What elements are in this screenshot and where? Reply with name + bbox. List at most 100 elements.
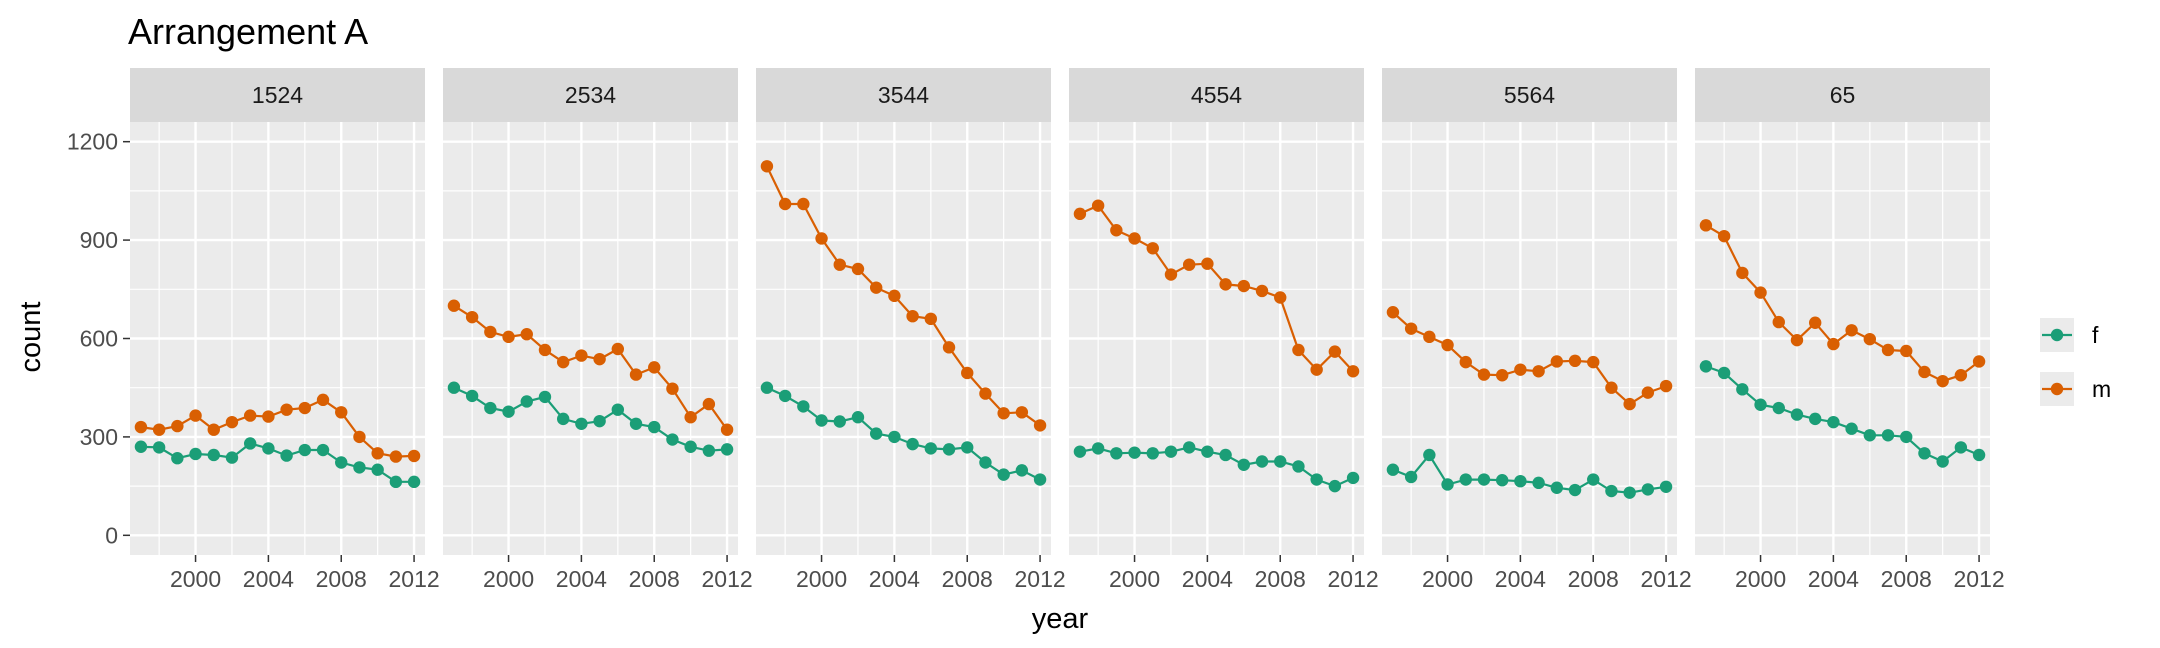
data-point-f bbox=[1641, 483, 1655, 496]
data-point-m bbox=[502, 330, 515, 344]
data-point-f bbox=[1328, 479, 1342, 493]
data-point-f bbox=[906, 437, 919, 451]
x-tick-label: 2008 bbox=[1881, 566, 1932, 592]
series-line-m bbox=[1079, 204, 1354, 373]
data-point-f bbox=[465, 389, 479, 403]
facet-strip bbox=[1382, 68, 1677, 122]
data-point-f bbox=[1386, 463, 1400, 476]
x-tick-label: 2012 bbox=[1640, 566, 1691, 592]
legend-label-m: m bbox=[2092, 376, 2111, 402]
data-point-m bbox=[1918, 365, 1931, 379]
data-point-m bbox=[262, 410, 275, 423]
data-point-m bbox=[1514, 363, 1527, 376]
data-point-f bbox=[189, 447, 202, 461]
data-point-m bbox=[1808, 316, 1822, 329]
data-point-m bbox=[1772, 315, 1785, 329]
data-point-m bbox=[1219, 278, 1232, 291]
x-axis-title: year bbox=[1032, 603, 1089, 635]
data-point-m bbox=[171, 419, 184, 433]
data-point-f bbox=[1790, 408, 1804, 421]
data-point-m bbox=[1091, 199, 1105, 212]
facet-panel-4554: 4554 2000 2004 2008 2012 bbox=[1069, 68, 1379, 592]
data-point-f bbox=[1255, 455, 1269, 468]
x-tick-label: 2000 bbox=[1109, 566, 1160, 592]
data-point-m bbox=[484, 325, 497, 339]
data-point-f bbox=[171, 452, 184, 465]
data-point-m bbox=[316, 393, 330, 407]
data-point-f bbox=[502, 405, 515, 418]
data-point-m bbox=[407, 449, 421, 463]
facet-panel-3544: 3544 2000 2004 2008 2012 bbox=[756, 68, 1066, 592]
data-point-f bbox=[1346, 471, 1360, 485]
data-point-f bbox=[243, 437, 257, 450]
data-point-f bbox=[815, 414, 828, 427]
chart-title: Arrangement A bbox=[128, 11, 368, 52]
data-point-f bbox=[1550, 481, 1564, 494]
data-point-f bbox=[1936, 455, 1949, 468]
data-point-f bbox=[1292, 460, 1305, 473]
data-point-f bbox=[353, 461, 366, 474]
data-point-f bbox=[1827, 415, 1840, 429]
data-point-m bbox=[611, 342, 625, 356]
facet-strip-label: 3544 bbox=[878, 82, 929, 108]
data-point-m bbox=[702, 397, 716, 411]
data-point-m bbox=[833, 258, 846, 271]
facet-strip-label: 4554 bbox=[1191, 82, 1242, 108]
data-point-f bbox=[1110, 447, 1123, 460]
data-point-m bbox=[447, 299, 461, 312]
data-point-f bbox=[335, 456, 348, 469]
data-point-m bbox=[1423, 330, 1436, 344]
data-point-f bbox=[1404, 470, 1418, 484]
data-point-m bbox=[1736, 266, 1749, 280]
data-point-f bbox=[1201, 445, 1214, 458]
data-point-f bbox=[833, 415, 846, 428]
data-point-m bbox=[1532, 365, 1545, 378]
data-point-f bbox=[447, 381, 461, 394]
data-point-f bbox=[1495, 474, 1509, 487]
series-line-f bbox=[766, 386, 1041, 481]
data-point-f bbox=[520, 395, 533, 408]
data-point-m bbox=[1182, 258, 1196, 271]
data-point-f bbox=[1863, 429, 1877, 442]
x-tick-label: 2008 bbox=[316, 566, 367, 592]
data-point-m bbox=[1346, 365, 1360, 378]
data-point-m bbox=[1073, 207, 1087, 221]
data-point-f bbox=[1310, 473, 1323, 486]
y-tick-label: 600 bbox=[80, 326, 118, 352]
series-line-m bbox=[1392, 311, 1667, 406]
data-point-f bbox=[997, 468, 1010, 481]
facet-strip bbox=[130, 68, 425, 122]
data-point-m bbox=[1310, 363, 1323, 376]
data-point-m bbox=[869, 281, 883, 294]
data-point-m bbox=[335, 406, 348, 419]
data-point-m bbox=[1827, 337, 1840, 351]
data-point-m bbox=[1954, 369, 1968, 382]
data-point-f bbox=[1015, 464, 1029, 477]
data-point-m bbox=[1972, 355, 1986, 368]
data-point-m bbox=[575, 349, 588, 362]
y-tick-label: 1200 bbox=[67, 129, 118, 155]
data-point-f bbox=[979, 456, 992, 469]
data-point-f bbox=[1918, 447, 1931, 460]
data-point-f bbox=[924, 442, 938, 455]
data-point-f bbox=[720, 443, 734, 456]
x-tick-label: 2004 bbox=[1182, 566, 1233, 592]
data-point-f bbox=[1605, 484, 1618, 498]
data-point-m bbox=[961, 366, 974, 380]
x-tick-label: 2000 bbox=[796, 566, 847, 592]
data-point-f bbox=[1623, 486, 1636, 499]
facet-strip-label: 65 bbox=[1830, 82, 1856, 108]
data-point-f bbox=[1532, 476, 1545, 490]
data-point-m bbox=[924, 312, 938, 326]
data-point-m bbox=[1568, 354, 1582, 368]
data-point-m bbox=[797, 197, 810, 211]
x-tick-label: 2004 bbox=[1808, 566, 1859, 592]
facet-panel-1524: 1524 2000 2004 2008 2012 bbox=[130, 68, 440, 592]
legend-key-point bbox=[2050, 382, 2064, 396]
data-point-f bbox=[1441, 478, 1454, 491]
data-point-m bbox=[1015, 406, 1029, 419]
data-point-m bbox=[1404, 322, 1418, 335]
data-point-m bbox=[851, 262, 865, 276]
series-line-f bbox=[140, 442, 415, 483]
